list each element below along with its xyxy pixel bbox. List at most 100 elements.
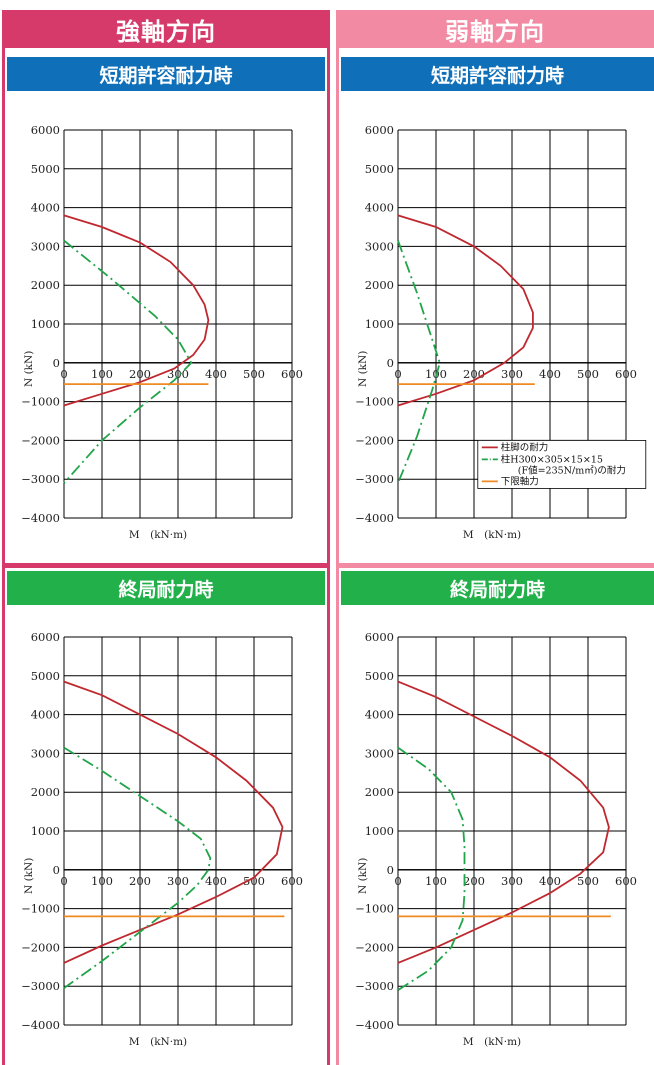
weak-short-title: 短期許容耐力時 — [430, 64, 564, 87]
y-tick-label: −3000 — [21, 472, 60, 486]
y-tick-label: 1000 — [365, 317, 394, 331]
legend-label: (F値=235N/m㎡)の耐力 — [518, 464, 626, 476]
x-tick-label: 600 — [281, 874, 303, 888]
strong-axis-header: 強軸方向 — [2, 10, 330, 48]
weak-axis-header: 弱軸方向 — [336, 10, 654, 48]
x-tick-label: 600 — [281, 367, 303, 381]
y-tick-label: −4000 — [355, 1018, 394, 1032]
y-tick-label: 2000 — [31, 785, 60, 799]
strong-short-header: 短期許容耐力時 — [7, 57, 325, 91]
strong-ultimate-header: 終局耐力時 — [7, 571, 325, 605]
strong-short-title: 短期許容耐力時 — [99, 64, 233, 87]
x-tick-label: 500 — [577, 367, 599, 381]
y-tick-label: −4000 — [355, 511, 394, 525]
strong-axis-frame — [2, 48, 330, 1065]
y-tick-label: 4000 — [365, 708, 394, 722]
grid — [397, 636, 627, 1026]
weak-ultimate-title: 終局耐力時 — [449, 578, 545, 601]
x-tick-label: 500 — [577, 874, 599, 888]
y-tick-label: −1000 — [21, 902, 60, 916]
y-tick-label: 5000 — [365, 669, 394, 683]
y-tick-label: −4000 — [21, 511, 60, 525]
y-tick-label: −1000 — [355, 902, 394, 916]
weak-ultimate-header: 終局耐力時 — [341, 571, 654, 605]
y-tick-label: 3000 — [365, 746, 394, 760]
x-tick-label: 600 — [615, 874, 637, 888]
weak-ultimate-chart: 6000500040003000200010000−1000−2000−3000… — [355, 630, 637, 1048]
weak-short-chart: 6000500040003000200010000−1000−2000−3000… — [355, 123, 647, 541]
y-tick-label: 4000 — [31, 201, 60, 215]
grid — [63, 636, 293, 1026]
x-tick-label: 300 — [167, 874, 189, 888]
y-axis-label: N (kN) — [23, 858, 35, 894]
x-tick-label: 0 — [394, 367, 401, 381]
x-tick-label: 500 — [243, 367, 265, 381]
x-tick-label: 100 — [91, 874, 113, 888]
grid — [63, 129, 293, 519]
x-axis-label: M (kN·m) — [129, 529, 187, 541]
x-tick-label: 0 — [394, 874, 401, 888]
series-column-line — [397, 746, 466, 991]
x-tick-label: 400 — [205, 367, 227, 381]
y-tick-label: −2000 — [355, 940, 394, 954]
x-tick-label: 400 — [539, 874, 561, 888]
series-column-line — [397, 240, 441, 484]
x-tick-label: 100 — [425, 874, 447, 888]
series-base-line — [63, 214, 210, 407]
y-tick-label: −2000 — [355, 433, 394, 447]
y-tick-label: −1000 — [355, 395, 394, 409]
series-base-line — [63, 680, 284, 964]
legend-box — [477, 439, 647, 489]
y-tick-label: 0 — [53, 863, 60, 877]
y-tick-label: 1000 — [365, 824, 394, 838]
y-tick-label: 2000 — [31, 278, 60, 292]
y-tick-label: −3000 — [355, 979, 394, 993]
x-tick-label: 400 — [205, 874, 227, 888]
y-tick-label: 4000 — [31, 708, 60, 722]
legend-label: 柱H300×305×15×15 — [501, 453, 603, 465]
y-tick-label: −1000 — [21, 395, 60, 409]
y-tick-label: 4000 — [365, 201, 394, 215]
x-tick-label: 600 — [615, 367, 637, 381]
y-axis-label: N (kN) — [357, 858, 369, 894]
strong-ultimate-chart: 6000500040003000200010000−1000−2000−3000… — [21, 630, 303, 1048]
series-column-line — [63, 746, 212, 989]
y-tick-label: 0 — [387, 863, 394, 877]
x-tick-label: 200 — [463, 874, 485, 888]
y-tick-label: 6000 — [31, 123, 60, 137]
legend-label: 下限軸力 — [501, 475, 539, 487]
y-tick-label: 6000 — [31, 630, 60, 644]
x-tick-label: 300 — [167, 367, 189, 381]
strong-ultimate-title: 終局耐力時 — [118, 578, 214, 601]
weak-axis-title: 弱軸方向 — [445, 17, 545, 46]
x-tick-label: 0 — [60, 367, 67, 381]
y-tick-label: 3000 — [31, 746, 60, 760]
x-tick-label: 200 — [463, 367, 485, 381]
y-tick-label: 2000 — [365, 785, 394, 799]
x-tick-label: 500 — [243, 874, 265, 888]
y-tick-label: 6000 — [365, 123, 394, 137]
strong-axis-divider — [2, 563, 330, 568]
y-tick-label: −4000 — [21, 1018, 60, 1032]
y-tick-label: 0 — [387, 356, 394, 370]
x-axis-label: M (kN·m) — [129, 1036, 187, 1048]
x-tick-label: 300 — [501, 874, 523, 888]
strong-short-chart: 6000500040003000200010000−1000−2000−3000… — [21, 123, 303, 541]
y-axis-label: N (kN) — [23, 351, 35, 387]
series-column-line — [63, 239, 193, 484]
x-tick-label: 100 — [91, 367, 113, 381]
y-tick-label: 3000 — [31, 239, 60, 253]
y-tick-label: 1000 — [31, 317, 60, 331]
y-tick-label: −2000 — [21, 940, 60, 954]
y-tick-label: 5000 — [365, 162, 394, 176]
weak-short-header: 短期許容耐力時 — [341, 57, 654, 91]
x-axis-label: M (kN·m) — [463, 529, 521, 541]
series-base-line — [397, 680, 610, 964]
y-tick-label: 5000 — [31, 162, 60, 176]
weak-axis-divider — [336, 563, 654, 568]
y-axis-label: N (kN) — [357, 351, 369, 387]
y-tick-label: 2000 — [365, 278, 394, 292]
y-tick-label: 5000 — [31, 669, 60, 683]
x-tick-label: 0 — [60, 874, 67, 888]
